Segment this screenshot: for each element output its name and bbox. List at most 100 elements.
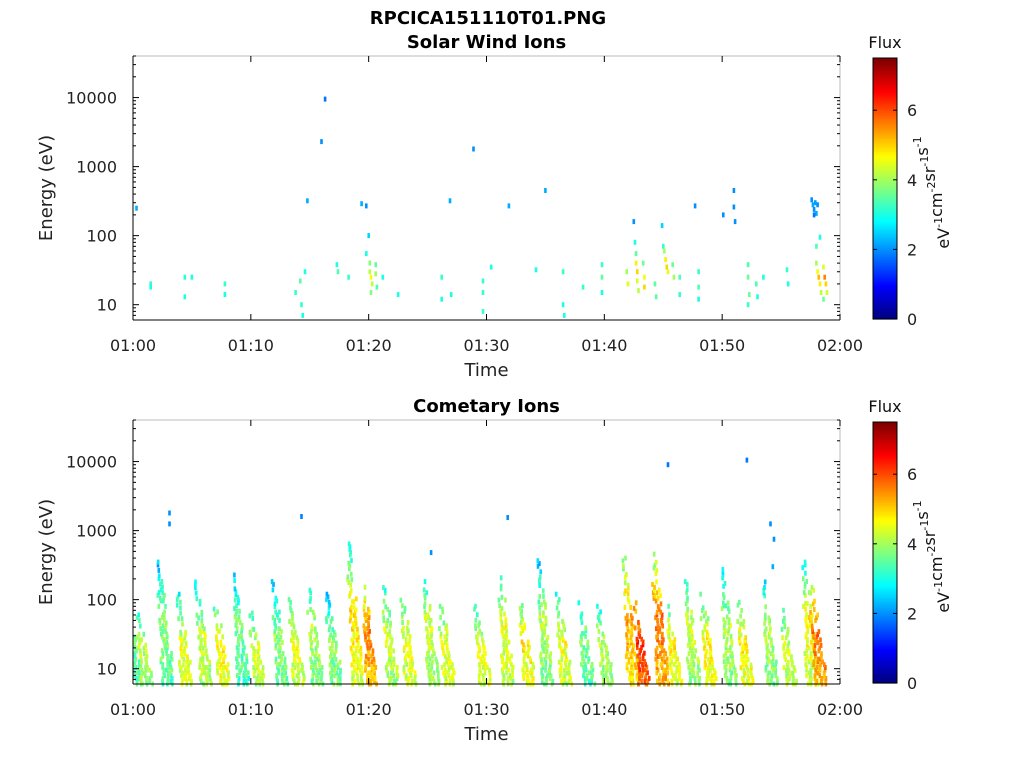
heatmap-cell: [734, 678, 738, 684]
x-tick-label: 01:00: [110, 700, 156, 719]
heatmap-cell: [771, 564, 775, 570]
heatmap-cell: [422, 587, 426, 593]
heatmap-cell: [536, 563, 540, 569]
heatmap-cell: [329, 654, 332, 660]
colorbar-segment: [873, 284, 897, 287]
heatmap-cell: [792, 676, 796, 681]
heatmap-cell: [293, 654, 297, 660]
heatmap-cell: [499, 614, 503, 620]
heatmap-cell: [295, 651, 298, 657]
heatmap-cell: [283, 673, 286, 679]
heatmap-cell: [144, 642, 147, 648]
heatmap-cell: [292, 670, 295, 676]
heatmap-cell: [706, 667, 709, 673]
heatmap-cell: [597, 628, 601, 634]
heatmap-cell: [239, 631, 243, 637]
heatmap-cell: [664, 676, 667, 681]
heatmap-cell: [602, 667, 605, 673]
heatmap-cell: [254, 667, 257, 673]
heatmap-cell: [557, 627, 561, 633]
unit-exponent: -1: [911, 500, 924, 511]
heatmap-cell: [625, 572, 628, 577]
y-tick-label: 10000: [66, 453, 117, 472]
heatmap-cell: [293, 648, 296, 654]
heatmap-cell: [678, 292, 681, 298]
heatmap-cell: [274, 623, 277, 629]
heatmap-cell: [431, 659, 434, 665]
heatmap-cell: [808, 590, 811, 596]
heatmap-cell: [160, 648, 164, 654]
heatmap-cell: [775, 676, 779, 681]
heatmap-cell: [709, 648, 713, 654]
heatmap-cell: [816, 640, 820, 646]
heatmap-cell: [790, 662, 794, 668]
heatmap-cell: [671, 262, 674, 268]
heatmap-cell: [812, 659, 816, 665]
heatmap-cell: [812, 206, 816, 212]
colorbar-tick-label: 6: [907, 101, 917, 120]
heatmap-cell: [763, 585, 766, 590]
heatmap-cell: [133, 642, 136, 648]
heatmap-cell: [241, 642, 245, 648]
heatmap-cell: [183, 646, 186, 652]
heatmap-cell: [431, 676, 435, 681]
heatmap-cell: [802, 590, 806, 596]
heatmap-cell: [520, 619, 523, 625]
heatmap-cell: [389, 653, 393, 659]
heatmap-cell: [356, 643, 360, 649]
heatmap-cell: [313, 637, 316, 643]
heatmap-cell: [445, 623, 448, 629]
heatmap-cell: [279, 634, 283, 640]
heatmap-cell: [184, 676, 188, 682]
heatmap-cell: [815, 640, 818, 646]
heatmap-cell: [525, 661, 528, 667]
heatmap-cell: [294, 659, 297, 665]
heatmap-cell: [273, 617, 277, 623]
heatmap-cell: [333, 665, 337, 671]
heatmap-cell: [190, 678, 193, 684]
heatmap-cell: [371, 651, 375, 657]
heatmap-cell: [734, 667, 737, 673]
heatmap-cell: [661, 676, 665, 681]
colorbar-segment: [873, 648, 897, 651]
heatmap-cell: [296, 643, 300, 649]
heatmap-cell: [544, 667, 547, 673]
heatmap-cell: [481, 290, 485, 295]
heatmap-cell: [545, 654, 548, 660]
heatmap-cell: [318, 662, 321, 668]
colorbar-segment: [873, 234, 897, 237]
heatmap-cell: [818, 667, 822, 673]
heatmap-cell: [641, 639, 645, 645]
heatmap-cell: [557, 613, 560, 619]
heatmap-cell: [523, 653, 526, 659]
heatmap-cell: [404, 653, 408, 659]
heatmap-cell: [444, 667, 447, 673]
colorbar-segment: [873, 316, 897, 320]
heatmap-cell: [223, 653, 227, 659]
heatmap-cell: [687, 631, 690, 637]
heatmap-cell: [157, 590, 161, 596]
heatmap-cell: [276, 678, 279, 684]
colorbar-segment: [873, 663, 897, 667]
heatmap-cell: [526, 650, 529, 656]
heatmap-cell: [386, 673, 390, 679]
heatmap-cell: [810, 639, 813, 645]
colorbar-segment: [873, 587, 897, 591]
heatmap-cell: [293, 678, 296, 684]
heatmap-cell: [602, 634, 606, 640]
heatmap-cell: [763, 618, 767, 624]
heatmap-cell: [823, 667, 827, 673]
heatmap-cell: [429, 645, 433, 651]
heatmap-cell: [144, 648, 148, 654]
heatmap-cell: [814, 618, 817, 624]
heatmap-cell: [388, 631, 391, 637]
heatmap-cell: [583, 675, 587, 681]
heatmap-cell: [705, 629, 709, 635]
heatmap-cell: [161, 615, 164, 620]
heatmap-cell: [809, 678, 813, 684]
heatmap-cell: [626, 618, 629, 624]
heatmap-cell: [242, 673, 245, 679]
heatmap-cell: [602, 673, 605, 679]
heatmap-cell: [319, 678, 323, 684]
heatmap-cell: [396, 673, 400, 679]
